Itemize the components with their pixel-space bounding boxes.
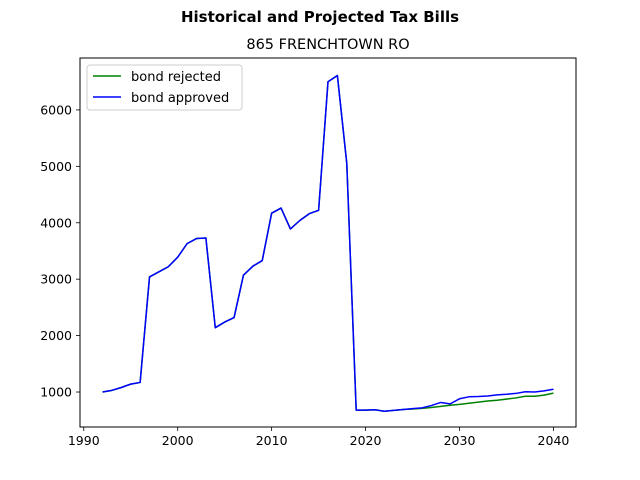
legend-label-bond-rejected: bond rejected bbox=[131, 70, 221, 85]
chart-title: 865 FRENCHTOWN RO bbox=[246, 37, 409, 53]
x-axis-ticks: 1990 2000 2010 2020 2030 2040 bbox=[68, 427, 570, 448]
legend-box bbox=[86, 64, 243, 111]
y-axis-ticks: 1000 2000 3000 4000 5000 6000 bbox=[40, 102, 80, 400]
y-tick-label: 1000 bbox=[40, 385, 72, 400]
y-tick-label: 3000 bbox=[40, 272, 72, 287]
series-layer bbox=[102, 74, 554, 412]
y-tick-label: 2000 bbox=[40, 328, 72, 343]
x-tick-label: 2020 bbox=[350, 433, 382, 448]
plot-area bbox=[80, 58, 576, 427]
y-tick-label: 4000 bbox=[40, 215, 72, 230]
series-line-bond-approved bbox=[102, 74, 554, 412]
x-tick-label: 2040 bbox=[538, 433, 570, 448]
plot-frame bbox=[79, 57, 577, 428]
chart-suptitle: Historical and Projected Tax Bills bbox=[181, 8, 459, 26]
x-tick-label: 1990 bbox=[68, 433, 100, 448]
legend: bond rejected bond approved bbox=[86, 64, 243, 111]
x-tick-label: 2000 bbox=[162, 433, 194, 448]
x-tick-label: 2010 bbox=[256, 433, 288, 448]
axes bbox=[79, 57, 577, 428]
x-tick-label: 2030 bbox=[444, 433, 476, 448]
y-tick-label: 6000 bbox=[40, 102, 72, 117]
legend-label-bond-approved: bond approved bbox=[131, 91, 229, 106]
y-tick-label: 5000 bbox=[40, 159, 72, 174]
